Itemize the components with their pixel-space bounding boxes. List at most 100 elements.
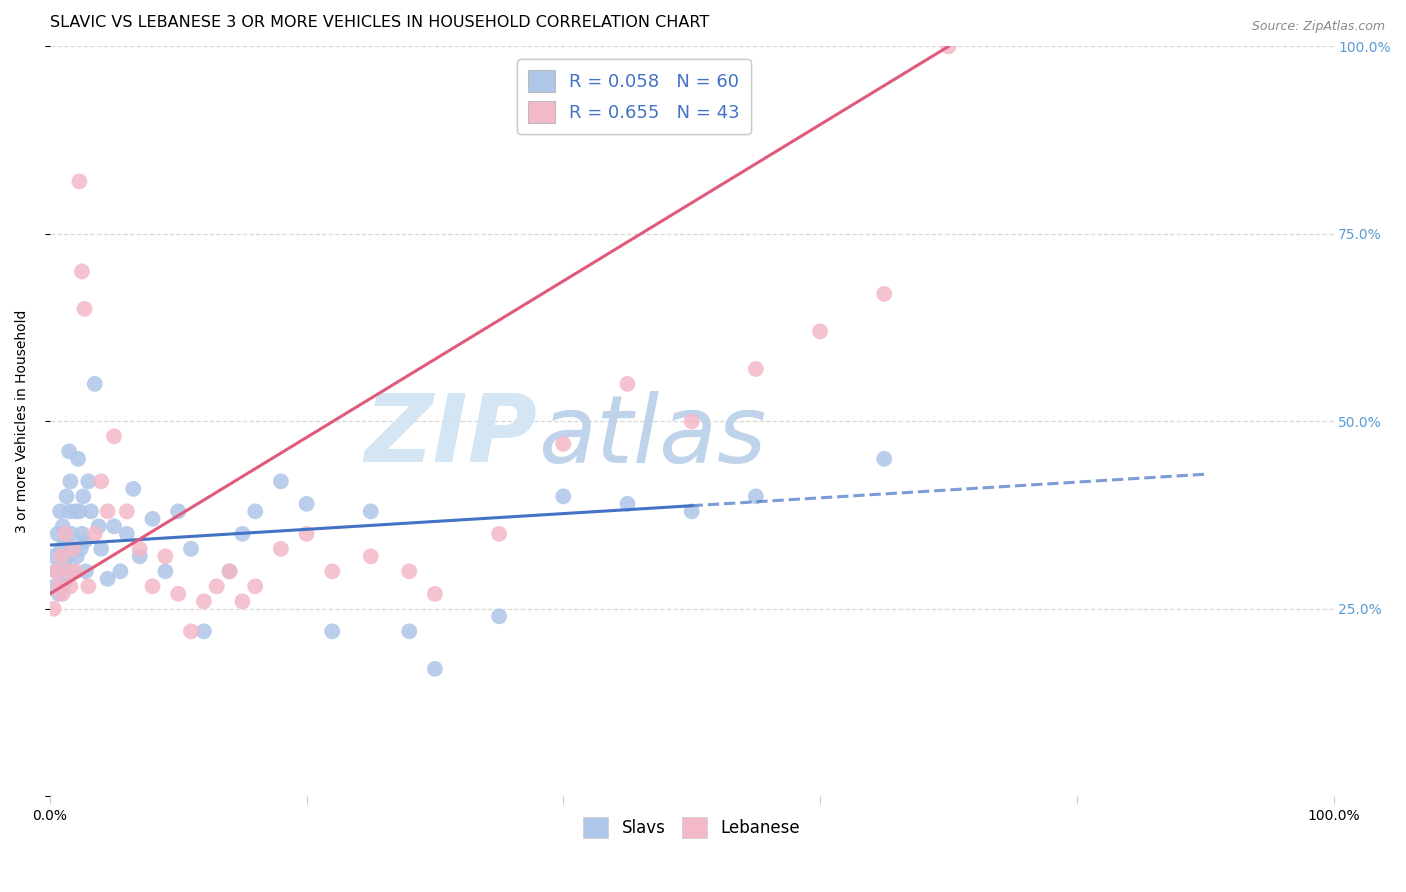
Point xyxy=(97,572,120,586)
Point xyxy=(103,429,125,443)
Point xyxy=(270,475,292,489)
Point xyxy=(83,376,105,391)
Point xyxy=(103,519,125,533)
Point xyxy=(62,541,84,556)
Point xyxy=(42,549,65,564)
Point xyxy=(167,504,190,518)
Point xyxy=(51,549,73,564)
Point xyxy=(553,437,575,451)
Point xyxy=(51,541,73,556)
Point xyxy=(80,504,103,518)
Point xyxy=(180,624,202,639)
Point xyxy=(321,624,343,639)
Point xyxy=(58,444,80,458)
Point xyxy=(873,286,896,301)
Point xyxy=(808,325,831,339)
Y-axis label: 3 or more Vehicles in Household: 3 or more Vehicles in Household xyxy=(15,310,30,533)
Point xyxy=(745,489,768,503)
Point xyxy=(488,609,510,624)
Point xyxy=(398,565,420,579)
Point xyxy=(193,624,215,639)
Point xyxy=(423,662,446,676)
Point xyxy=(72,489,94,503)
Point xyxy=(321,565,343,579)
Point xyxy=(97,504,120,518)
Point xyxy=(63,541,86,556)
Point xyxy=(67,174,90,188)
Legend: R = 0.058   N = 60, R = 0.655   N = 43: R = 0.058 N = 60, R = 0.655 N = 43 xyxy=(517,59,751,134)
Point xyxy=(180,541,202,556)
Point xyxy=(231,526,253,541)
Point xyxy=(59,579,82,593)
Point xyxy=(423,587,446,601)
Point xyxy=(155,549,177,564)
Point xyxy=(75,565,97,579)
Point xyxy=(45,565,67,579)
Point xyxy=(42,602,65,616)
Point xyxy=(295,497,318,511)
Point xyxy=(218,565,240,579)
Point xyxy=(67,504,90,518)
Point xyxy=(58,504,80,518)
Point xyxy=(616,497,638,511)
Point xyxy=(48,587,70,601)
Point xyxy=(122,482,145,496)
Point xyxy=(681,414,703,428)
Point xyxy=(745,362,768,376)
Point xyxy=(52,519,75,533)
Point xyxy=(53,534,76,549)
Point xyxy=(66,549,89,564)
Point xyxy=(873,451,896,466)
Point xyxy=(87,519,110,533)
Point xyxy=(115,504,138,518)
Point xyxy=(55,572,77,586)
Point xyxy=(193,594,215,608)
Point xyxy=(128,549,150,564)
Point xyxy=(245,504,267,518)
Point xyxy=(616,376,638,391)
Point xyxy=(553,489,575,503)
Point xyxy=(128,541,150,556)
Point xyxy=(83,526,105,541)
Point xyxy=(70,526,93,541)
Point xyxy=(77,475,100,489)
Point xyxy=(398,624,420,639)
Point xyxy=(115,526,138,541)
Point xyxy=(49,504,72,518)
Point xyxy=(69,541,91,556)
Point xyxy=(295,526,318,541)
Point xyxy=(45,565,67,579)
Point xyxy=(90,475,112,489)
Point xyxy=(77,579,100,593)
Point xyxy=(60,526,83,541)
Point xyxy=(938,39,960,54)
Point xyxy=(90,541,112,556)
Point xyxy=(52,587,75,601)
Point xyxy=(167,587,190,601)
Point xyxy=(360,549,382,564)
Point xyxy=(59,475,82,489)
Point xyxy=(141,512,163,526)
Point xyxy=(56,549,79,564)
Point xyxy=(110,565,132,579)
Point xyxy=(73,534,96,549)
Point xyxy=(205,579,228,593)
Point xyxy=(218,565,240,579)
Point xyxy=(231,594,253,608)
Text: ZIP: ZIP xyxy=(364,391,537,483)
Point xyxy=(155,565,177,579)
Point xyxy=(56,565,79,579)
Point xyxy=(67,451,90,466)
Point xyxy=(141,579,163,593)
Point xyxy=(62,565,84,579)
Point xyxy=(270,541,292,556)
Point xyxy=(46,526,69,541)
Point xyxy=(488,526,510,541)
Point xyxy=(65,565,87,579)
Text: Source: ZipAtlas.com: Source: ZipAtlas.com xyxy=(1251,20,1385,33)
Point xyxy=(681,504,703,518)
Point xyxy=(48,579,70,593)
Text: atlas: atlas xyxy=(537,391,766,482)
Text: SLAVIC VS LEBANESE 3 OR MORE VEHICLES IN HOUSEHOLD CORRELATION CHART: SLAVIC VS LEBANESE 3 OR MORE VEHICLES IN… xyxy=(49,15,709,30)
Point xyxy=(360,504,382,518)
